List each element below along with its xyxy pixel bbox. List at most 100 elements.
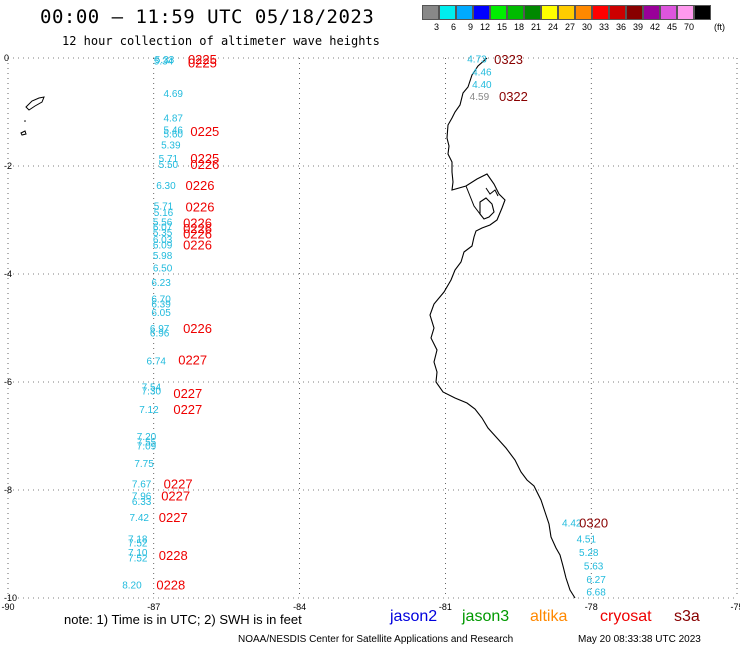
time-label: 0226 (183, 221, 212, 236)
time-label: 0226 (183, 216, 212, 231)
legend-swatch (660, 5, 677, 20)
wave-height-label: 4.42 (562, 518, 582, 529)
wave-height-label: 5.56 (153, 218, 173, 229)
footer-note: note: 1) Time is in UTC; 2) SWH is in fe… (64, 612, 302, 627)
y-tick-label: 0 (4, 53, 9, 63)
y-tick-label: -8 (4, 485, 12, 495)
axis-tick-labels: -90 -87 -84 -81 -78 -75 0 -2 -4 -6 -8 -10 (1, 53, 740, 612)
wave-height-label: 5.71 (154, 201, 174, 212)
wave-height-label: 6.07 (153, 222, 173, 233)
wave-height-label: 7.96 (132, 491, 152, 502)
wave-height-label: 7.12 (139, 405, 159, 416)
wave-height-label: 5.98 (153, 251, 173, 262)
timestamp: May 20 08:33:38 UTC 2023 (578, 634, 701, 645)
legend-label: 42 (649, 22, 660, 32)
wave-height-label: 7.42 (129, 513, 149, 524)
wave-height-label: 6.50 (153, 264, 173, 275)
wave-height-label: 6.97 (150, 324, 170, 335)
legend-label: 36 (615, 22, 626, 32)
coastline (20, 57, 576, 599)
legend-label: 6 (450, 22, 456, 32)
wave-height-label: 7.75 (134, 459, 154, 470)
legend-label: 45 (666, 22, 677, 32)
map-grid (7, 57, 738, 599)
legend-swatch (694, 5, 711, 20)
wave-height-label: 5.39 (161, 140, 181, 151)
legend-swatch (592, 5, 609, 20)
wave-height-label: 4.87 (164, 113, 184, 124)
map-subtitle: 12 hour collection of altimeter wave hei… (62, 34, 380, 48)
wave-height-label: 6.70 (151, 294, 171, 305)
time-label: 0227 (164, 477, 193, 492)
time-label: 0225 (190, 124, 219, 139)
x-tick-label: -75 (730, 602, 740, 612)
wave-height-label: 4.46 (472, 68, 492, 79)
legend-label: 30 (581, 22, 592, 32)
time-label: 0226 (186, 200, 215, 215)
time-label: 0323 (494, 52, 523, 67)
legend-swatch (490, 5, 507, 20)
time-label: 0226 (183, 227, 212, 242)
legend-label: 70 (683, 22, 694, 32)
wave-height-label: 5.16 (154, 208, 174, 219)
island-dot (24, 120, 26, 122)
island-islet (20, 130, 27, 136)
legend-swatch (422, 5, 439, 20)
time-label: 0226 (183, 237, 212, 252)
color-legend-labels: 3 6 9 12 15 18 21 24 27 30 33 36 39 42 45 70 (422, 22, 694, 32)
wave-height-label: 4.40 (472, 80, 492, 91)
y-tick-label: -4 (4, 269, 12, 279)
wave-height-label: 6.23 (151, 278, 171, 289)
wave-height-label: 7.52 (128, 554, 148, 565)
time-label: 0227 (159, 510, 188, 525)
coastline-gulf-inlet (479, 197, 495, 220)
wave-height-label: 5.33 (155, 55, 175, 66)
legend-jason2: jason2 (390, 608, 438, 625)
legend-swatch (575, 5, 592, 20)
time-label: 0225 (188, 55, 217, 70)
wave-height-label: 6.74 (146, 356, 166, 367)
x-tick-label: -90 (1, 602, 14, 612)
wave-height-label: 4.69 (164, 89, 184, 100)
time-label: 0226 (186, 178, 215, 193)
wave-height-label: 6.09 (153, 240, 173, 251)
time-label: 0226 (190, 157, 219, 172)
wave-height-label: 5.63 (584, 562, 604, 573)
wave-height-label: 5.28 (579, 548, 599, 559)
legend-label: 39 (632, 22, 643, 32)
wave-height-label: 5.35 (153, 228, 173, 239)
legend-label: 21 (530, 22, 541, 32)
legend-jason3: jason3 (462, 608, 510, 625)
time-label: 0227 (173, 402, 202, 417)
legend-swatch (558, 5, 575, 20)
legend-label: 18 (513, 22, 524, 32)
legend-cryosat: cryosat (600, 608, 652, 625)
x-tick-label: -84 (293, 602, 306, 612)
legend-label: 27 (564, 22, 575, 32)
legend-swatch (626, 5, 643, 20)
wave-height-label: 5.34 (154, 57, 174, 68)
time-label: 0226 (183, 321, 212, 336)
legend-swatch (507, 5, 524, 20)
color-legend (422, 5, 711, 20)
wave-height-label: 7.20 (137, 432, 157, 443)
legend-swatch (609, 5, 626, 20)
coastline-inner-bay (485, 187, 499, 197)
legend-swatch (439, 5, 456, 20)
map-title: 00:00 – 11:59 UTC 05/18/2023 (40, 6, 375, 28)
y-tick-label: -10 (4, 593, 17, 603)
wave-height-label: 7.67 (132, 480, 152, 491)
legend-label: 15 (496, 22, 507, 32)
legend-altika: altika (530, 608, 568, 625)
legend-swatch (541, 5, 558, 20)
wave-height-label: 5.50 (159, 160, 179, 171)
legend-label: 12 (479, 22, 490, 32)
y-tick-label: -2 (4, 161, 12, 171)
wave-height-label: 6.68 (586, 588, 606, 599)
time-labels: 0225022502250225022602260226022602260226… (156, 52, 608, 592)
wave-height-label: 6.30 (156, 181, 176, 192)
time-label: 0227 (178, 352, 207, 367)
wave-height-label: 8.20 (122, 581, 142, 592)
legend-swatch (524, 5, 541, 20)
coastline-mainland (429, 57, 576, 599)
